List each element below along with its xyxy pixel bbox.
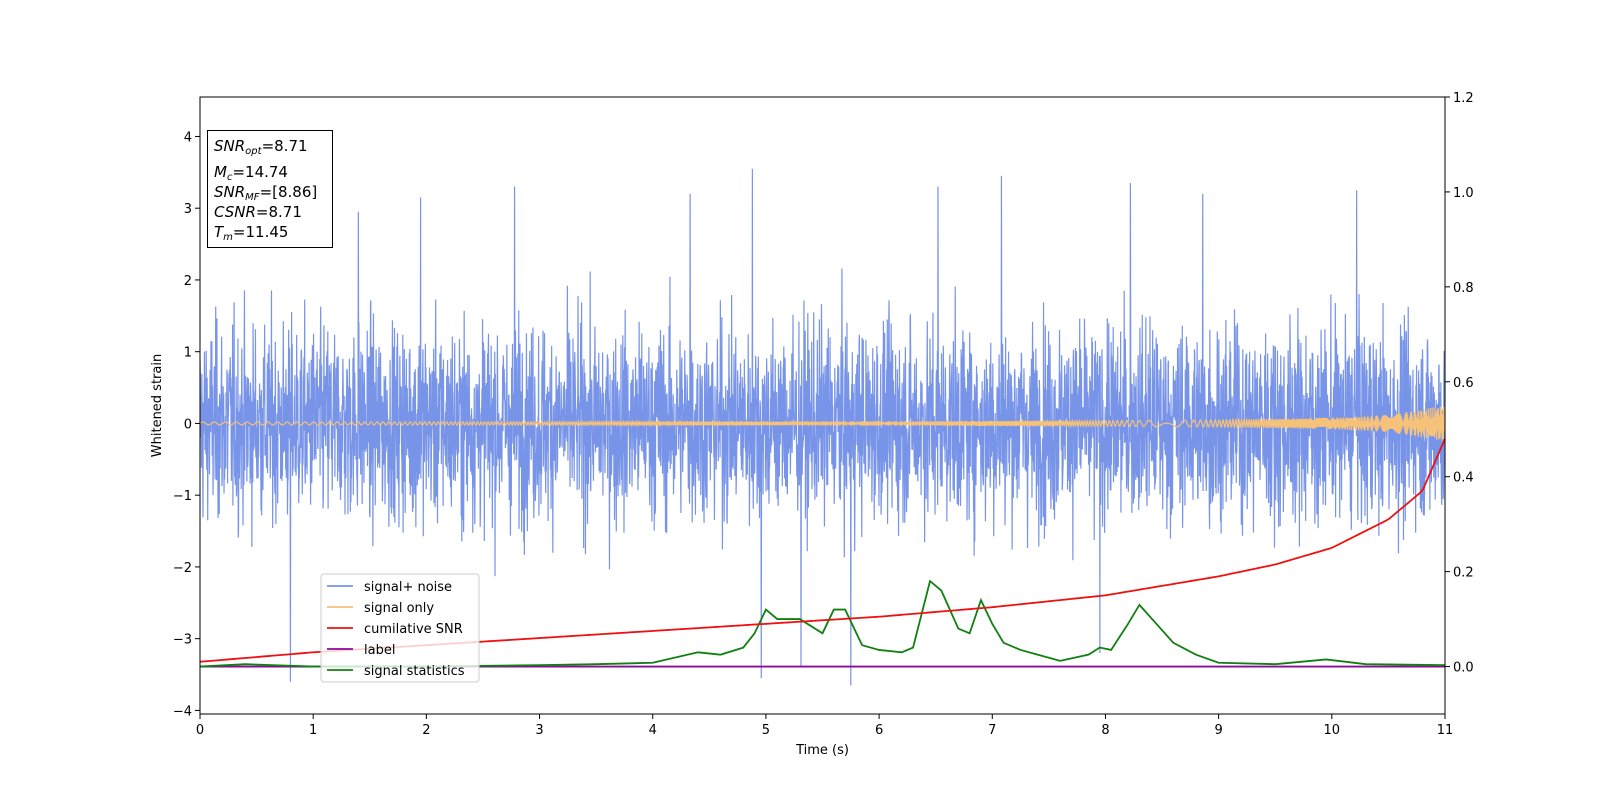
signal-noise-series <box>200 168 1445 686</box>
y-tick-label: 0 <box>184 417 192 432</box>
y-tick-label: 4 <box>184 130 192 145</box>
plot-frame <box>199 96 1446 715</box>
signal-noise-line <box>200 168 1445 686</box>
y-tick-label: 1 <box>184 346 192 361</box>
x-tick-label: 10 <box>1324 723 1341 738</box>
x-tick-label: 2 <box>422 723 430 738</box>
signal-statistics-series <box>199 579 1446 668</box>
x-tick-label: 11 <box>1437 723 1454 738</box>
x-tick-label: 0 <box>196 723 204 738</box>
y2-tick-label: 0.0 <box>1453 661 1474 676</box>
x-tick-label: 5 <box>762 723 770 738</box>
legend-label: signal only <box>364 601 434 616</box>
legend-entry: cumilative SNR <box>327 622 463 637</box>
x-tick-label: 7 <box>988 723 996 738</box>
signal-only-series <box>200 406 1445 441</box>
axes: 0 1 2 3 4 5 6 7 8 9 10 11 −4 −3 −2 −1 0 1 2 3 4 0.0 0.2 0.4 0.6 0… <box>173 91 1474 738</box>
legend-label: label <box>364 643 395 658</box>
x-tick-label: 9 <box>1214 723 1222 738</box>
legend-entry: signal only <box>327 601 434 616</box>
legend-entry: signal+ noise <box>327 580 452 595</box>
legend-box <box>320 573 480 683</box>
snr-opt-annotation: SNRopt=8.71 <box>214 137 308 157</box>
legend-label: signal+ noise <box>364 580 452 595</box>
y-axis-label: Whitened strain <box>150 354 165 457</box>
y-tick-label: −2 <box>173 561 192 576</box>
y2-tick-label: 1.0 <box>1453 186 1474 201</box>
snr-mf-annotation: SNRMF=[8.86] <box>214 183 318 203</box>
y2-tick-label: 0.6 <box>1453 376 1474 391</box>
y-tick-label: −4 <box>173 704 192 719</box>
legend-entry: label <box>327 643 395 658</box>
x-tick-label: 3 <box>535 723 543 738</box>
signal-only-line <box>200 406 1445 441</box>
csnr-annotation: CSNR=8.71 <box>214 203 302 221</box>
y2-tick-label: 0.8 <box>1453 281 1474 296</box>
y-tick-label: −3 <box>173 633 192 648</box>
legend: signal+ noise signal only cumilative SNR la… <box>320 573 480 683</box>
x-tick-label: 4 <box>649 723 657 738</box>
x-axis-label: Time (s) <box>795 743 849 758</box>
snr-info-box: SNRopt=8.71 Mc=14.74 SNRMF=[8.86] CSNR=8… <box>207 130 333 248</box>
x-tick-label: 8 <box>1101 723 1109 738</box>
merger-time-annotation: Tm=11.45 <box>214 223 289 243</box>
legend-entry: signal statistics <box>327 664 465 679</box>
x-tick-label: 6 <box>875 723 883 738</box>
y-tick-label: 2 <box>184 274 192 289</box>
y2-tick-label: 0.4 <box>1453 471 1474 486</box>
y-tick-label: −1 <box>173 489 192 504</box>
legend-label: cumilative SNR <box>364 622 463 637</box>
x-tick-label: 1 <box>309 723 317 738</box>
y2-tick-label: 1.2 <box>1453 91 1474 106</box>
legend-label: signal statistics <box>364 664 465 679</box>
y2-tick-label: 0.2 <box>1453 566 1474 581</box>
y-tick-label: 3 <box>184 202 192 217</box>
chirp-mass-annotation: Mc=14.74 <box>214 163 288 183</box>
